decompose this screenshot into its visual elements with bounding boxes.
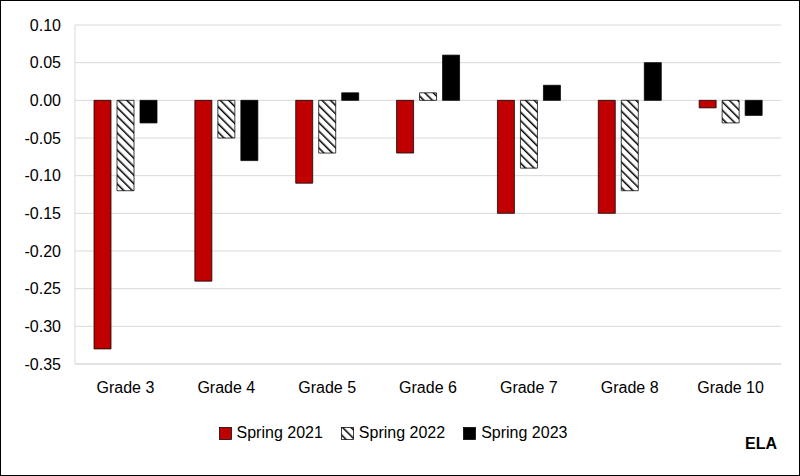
- svg-text:0.10: 0.10: [30, 17, 61, 34]
- svg-text:-0.25: -0.25: [25, 280, 62, 297]
- svg-text:-0.35: -0.35: [25, 356, 62, 373]
- svg-text:-0.20: -0.20: [25, 243, 62, 260]
- html-text:ELA: ELA: [745, 435, 777, 452]
- svg-text:Grade 4: Grade 4: [197, 379, 255, 396]
- svg-text:-0.10: -0.10: [25, 167, 62, 184]
- svg-text:Grade 10: Grade 10: [697, 379, 764, 396]
- svg-text:-0.05: -0.05: [25, 130, 62, 147]
- svg-text:Grade 3: Grade 3: [97, 379, 155, 396]
- svg-text:Grade 8: Grade 8: [601, 379, 659, 396]
- svg-text:0.05: 0.05: [30, 54, 61, 71]
- svg-text:-0.30: -0.30: [25, 318, 62, 335]
- svg-text:Grade 5: Grade 5: [298, 379, 356, 396]
- html-text:Spring 2023: Spring 2023: [481, 424, 568, 441]
- html-text:Spring 2022: Spring 2022: [358, 424, 446, 441]
- html-text:Spring 2021: Spring 2021: [236, 424, 323, 441]
- svg-text:-0.15: -0.15: [25, 205, 62, 222]
- svg-text:0.00: 0.00: [30, 92, 61, 109]
- svg-text:Grade 6: Grade 6: [399, 379, 457, 396]
- svg-text:Grade 7: Grade 7: [500, 379, 558, 396]
